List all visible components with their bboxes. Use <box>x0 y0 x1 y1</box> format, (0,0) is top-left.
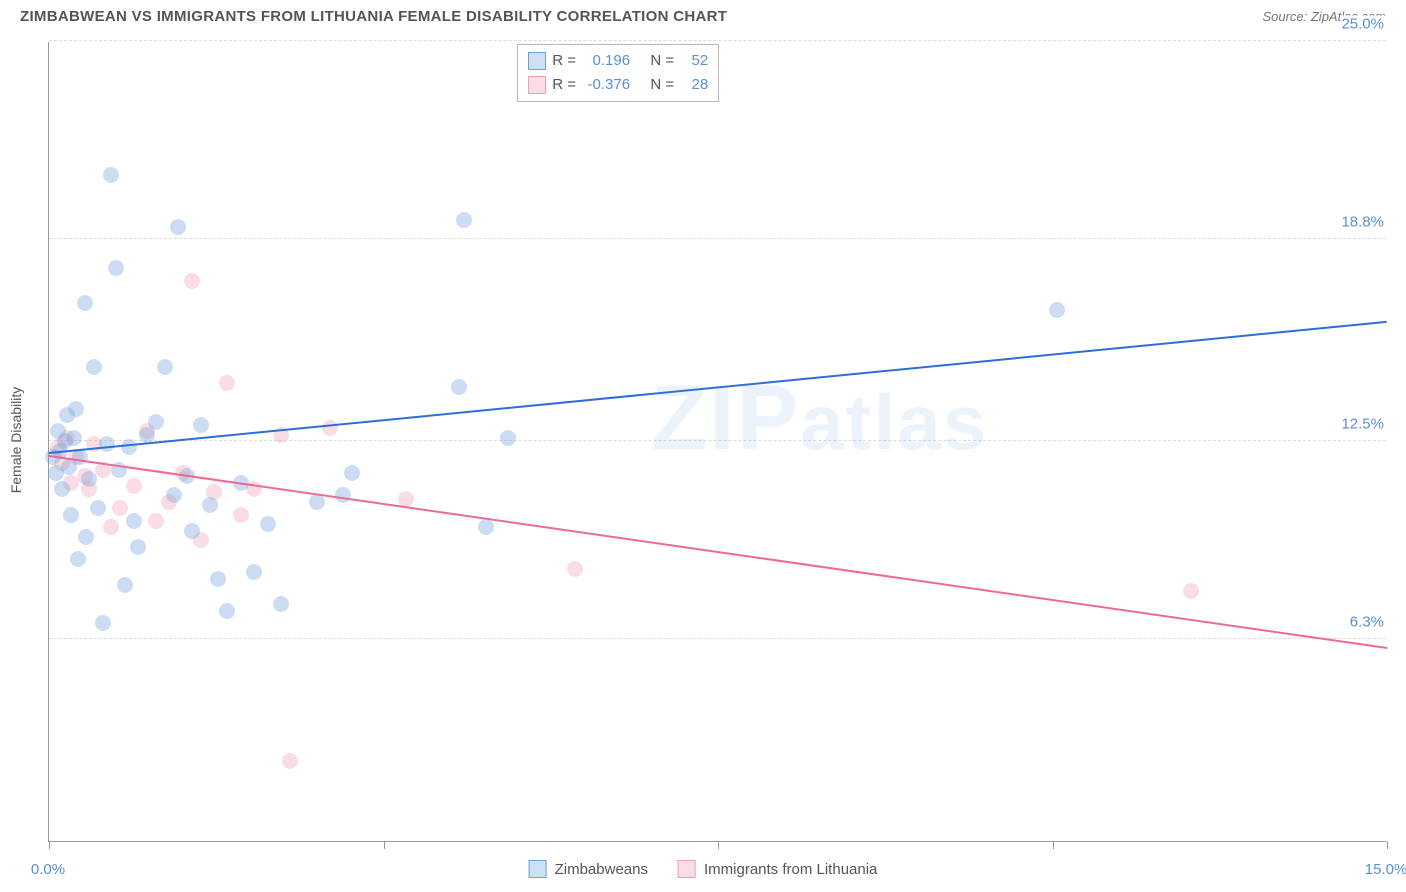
legend-stat-row: R =0.196 N =52 <box>528 49 708 73</box>
legend-swatch <box>529 860 547 878</box>
scatter-point <box>567 561 583 577</box>
legend-series-label: Immigrants from Lithuania <box>704 861 877 878</box>
chart-title: ZIMBABWEAN VS IMMIGRANTS FROM LITHUANIA … <box>20 8 727 25</box>
trend-line <box>49 321 1387 454</box>
gridline <box>49 638 1386 639</box>
scatter-point <box>121 439 137 455</box>
scatter-point <box>70 551 86 567</box>
scatter-point <box>184 523 200 539</box>
scatter-point <box>103 167 119 183</box>
scatter-point <box>344 465 360 481</box>
legend-series-label: Zimbabweans <box>555 861 648 878</box>
scatter-point <box>77 295 93 311</box>
r-value: 0.196 <box>582 49 630 73</box>
scatter-point <box>148 513 164 529</box>
x-tick <box>49 841 50 849</box>
scatter-point <box>202 497 218 513</box>
scatter-point <box>478 519 494 535</box>
scatter-point <box>282 753 298 769</box>
x-tick-label: 15.0% <box>1365 861 1406 878</box>
scatter-point <box>260 516 276 532</box>
y-tick-label: 6.3% <box>1350 614 1388 631</box>
r-value: -0.376 <box>582 73 630 97</box>
n-value: 28 <box>680 73 708 97</box>
scatter-point <box>68 401 84 417</box>
scatter-point <box>219 375 235 391</box>
scatter-point <box>398 491 414 507</box>
scatter-point <box>54 481 70 497</box>
n-label: N = <box>650 73 674 97</box>
scatter-point <box>335 487 351 503</box>
correlation-legend: R =0.196 N =52R =-0.376 N =28 <box>517 44 719 102</box>
gridline <box>49 238 1386 239</box>
scatter-point <box>148 414 164 430</box>
gridline <box>49 40 1386 41</box>
scatter-point <box>246 564 262 580</box>
scatter-point <box>233 507 249 523</box>
scatter-point <box>130 539 146 555</box>
scatter-point <box>117 577 133 593</box>
scatter-point <box>1183 583 1199 599</box>
scatter-point <box>157 359 173 375</box>
scatter-point <box>166 487 182 503</box>
n-value: 52 <box>680 49 708 73</box>
scatter-point <box>193 417 209 433</box>
legend-swatch <box>528 52 546 70</box>
r-label: R = <box>552 49 576 73</box>
scatter-point <box>63 507 79 523</box>
legend-stat-row: R =-0.376 N =28 <box>528 73 708 97</box>
scatter-point <box>86 359 102 375</box>
legend-series-item: Zimbabweans <box>529 860 648 878</box>
scatter-point <box>126 513 142 529</box>
scatter-point <box>456 212 472 228</box>
scatter-point <box>95 615 111 631</box>
scatter-point <box>81 471 97 487</box>
r-label: R = <box>552 73 576 97</box>
y-tick-label: 18.8% <box>1341 214 1388 231</box>
n-label: N = <box>650 49 674 73</box>
scatter-point <box>170 219 186 235</box>
scatter-point <box>210 571 226 587</box>
scatter-point <box>90 500 106 516</box>
x-tick <box>1387 841 1388 849</box>
scatter-point <box>112 500 128 516</box>
legend-swatch <box>528 76 546 94</box>
gridline <box>49 440 1386 441</box>
y-tick-label: 25.0% <box>1341 16 1388 33</box>
scatter-point <box>99 436 115 452</box>
scatter-point <box>1049 302 1065 318</box>
scatter-point <box>108 260 124 276</box>
x-tick <box>384 841 385 849</box>
scatter-point <box>273 596 289 612</box>
legend-series-item: Immigrants from Lithuania <box>678 860 877 878</box>
scatter-point <box>219 603 235 619</box>
x-tick <box>1053 841 1054 849</box>
watermark: ZIPatlas <box>651 366 988 471</box>
x-tick <box>718 841 719 849</box>
y-axis-label: Female Disability <box>8 387 24 494</box>
scatter-point <box>103 519 119 535</box>
legend-swatch <box>678 860 696 878</box>
scatter-point <box>126 478 142 494</box>
series-legend: Zimbabweans Immigrants from Lithuania <box>529 860 878 878</box>
scatter-point <box>66 430 82 446</box>
y-tick-label: 12.5% <box>1341 416 1388 433</box>
scatter-point <box>184 273 200 289</box>
scatter-point <box>78 529 94 545</box>
scatter-point <box>500 430 516 446</box>
scatter-point <box>322 420 338 436</box>
trend-line <box>49 455 1387 649</box>
scatter-chart-canvas: ZIPatlas R =0.196 N =52R =-0.376 N =28 6… <box>48 42 1386 842</box>
scatter-point <box>451 379 467 395</box>
x-tick-label: 0.0% <box>31 861 65 878</box>
